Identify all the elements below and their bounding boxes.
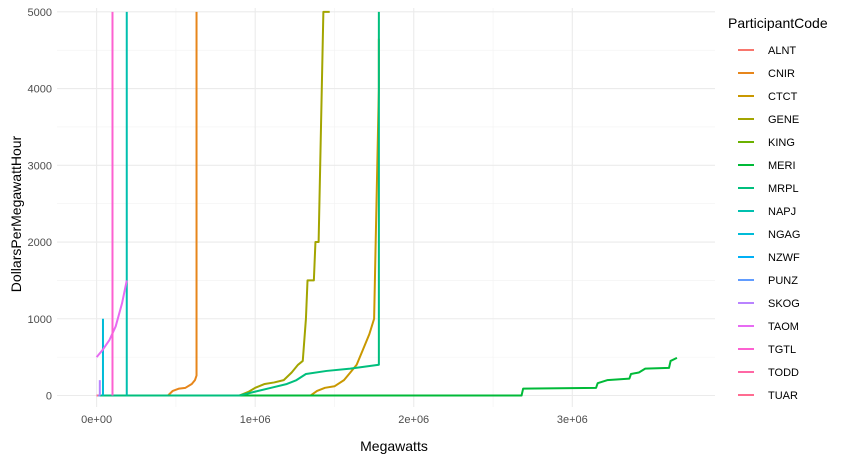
legend-item-ctct: CTCT — [738, 91, 798, 103]
legend-item-gene: GENE — [738, 114, 799, 126]
y-tick-label: 4000 — [28, 84, 52, 96]
series-lines — [95, 10, 678, 397]
legend-item-napj: NAPJ — [738, 206, 796, 218]
legend-label: ALNT — [768, 45, 796, 57]
legend-item-skog: SKOG — [738, 298, 800, 310]
legend-item-ngag: NGAG — [738, 229, 800, 241]
series-line-ctct — [96, 38, 380, 397]
legend-label: MRPL — [768, 183, 799, 195]
legend-item-punz: PUNZ — [738, 275, 798, 287]
legend-label: GENE — [768, 114, 799, 126]
legend-items: ALNT CNIR CTCT GENE KING MERI MRPL NAPJ NGAG NZWF… — [738, 45, 800, 402]
series-line-meri — [96, 356, 678, 397]
legend-label: NGAG — [768, 229, 800, 241]
legend-item-taom: TAOM — [738, 321, 799, 333]
axis-ticks: 0e+00 1e+06 2e+06 3e+06 0 1000 2000 3000 4000 500… — [28, 7, 588, 426]
x-axis-title: Megawatts — [360, 438, 428, 454]
y-tick-label: 5000 — [28, 7, 52, 19]
legend-item-king: KING — [738, 137, 795, 149]
legend-item-nzwf: NZWF — [738, 252, 800, 264]
series-line-cnir — [96, 11, 198, 397]
y-axis-title: DollarsPerMegawattHour — [8, 135, 24, 292]
x-tick-label: 3e+06 — [557, 414, 588, 426]
legend-item-mrpl: MRPL — [738, 183, 799, 195]
legend-label: TODD — [768, 367, 799, 379]
legend-label: CTCT — [768, 91, 798, 103]
y-tick-label: 0 — [46, 390, 52, 402]
legend-item-todd: TODD — [738, 367, 799, 379]
legend-label: CNIR — [768, 68, 795, 80]
legend-title: ParticipantCode — [728, 15, 828, 31]
legend-label: MERI — [768, 160, 796, 172]
series-line-mrpl — [96, 11, 380, 397]
legend-label: PUNZ — [768, 275, 798, 287]
legend-label: NAPJ — [768, 206, 796, 218]
y-tick-label: 1000 — [28, 314, 52, 326]
y-tick-label: 3000 — [28, 160, 52, 172]
legend-item-tgtl: TGTL — [738, 344, 796, 356]
x-tick-label: 1e+06 — [240, 414, 271, 426]
legend-label: TGTL — [768, 344, 796, 356]
legend-item-tuar: TUAR — [738, 390, 798, 402]
x-tick-label: 0e+00 — [81, 414, 112, 426]
y-tick-label: 2000 — [28, 237, 52, 249]
legend-item-meri: MERI — [738, 160, 796, 172]
grid — [57, 8, 715, 407]
legend-label: KING — [768, 137, 795, 149]
legend-label: TUAR — [768, 390, 798, 402]
legend-label: TAOM — [768, 321, 799, 333]
legend-item-alnt: ALNT — [738, 45, 796, 57]
legend-label: SKOG — [768, 298, 800, 310]
legend-item-cnir: CNIR — [738, 68, 795, 80]
legend-label: NZWF — [768, 252, 800, 264]
series-line-gene — [96, 10, 330, 397]
x-tick-label: 2e+06 — [398, 414, 429, 426]
legend: ParticipantCode ALNT CNIR CTCT GENE KING MERI… — [728, 15, 828, 402]
